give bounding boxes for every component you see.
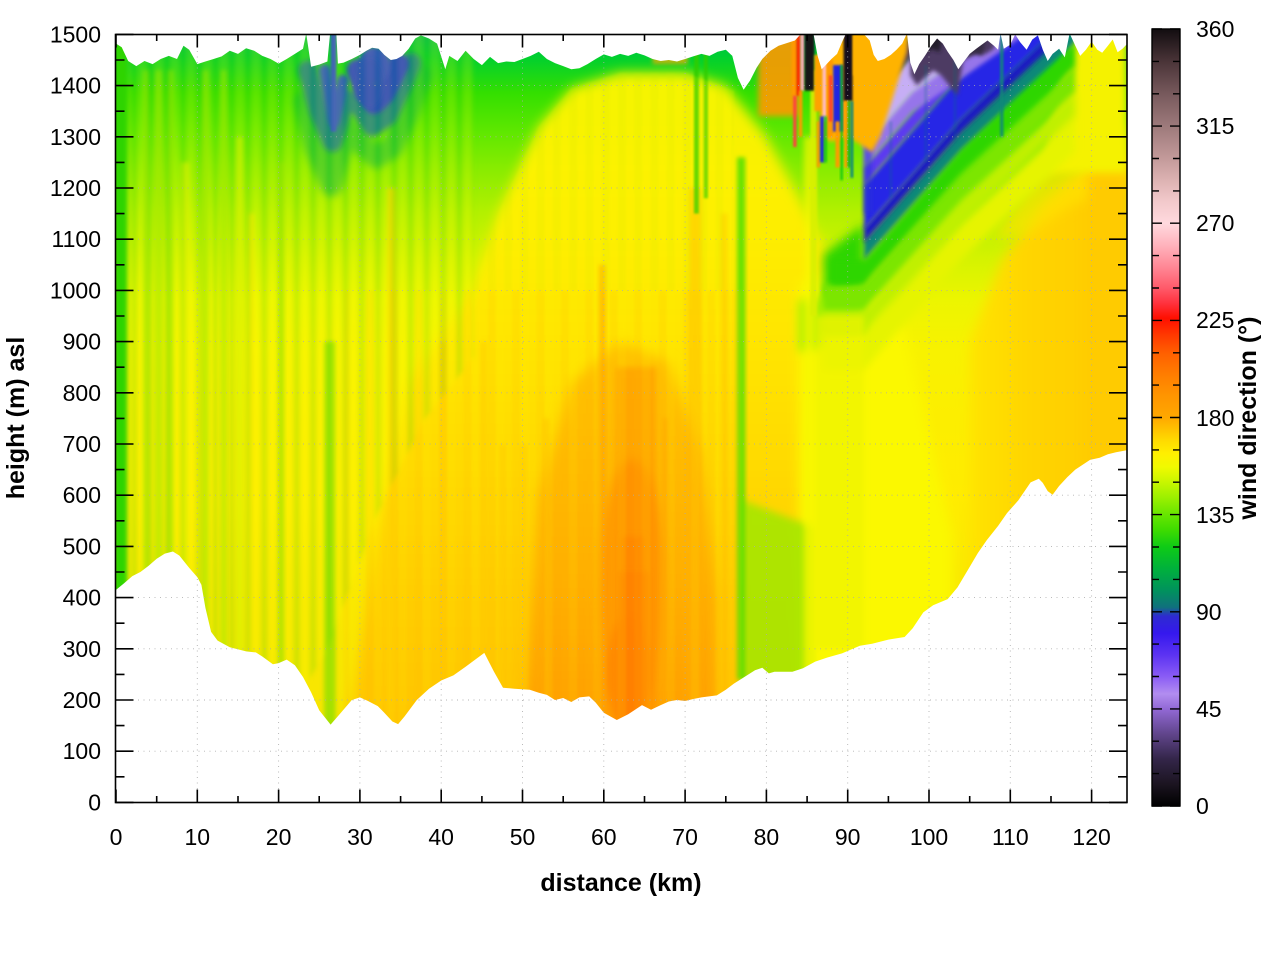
svg-text:500: 500	[63, 533, 101, 559]
svg-text:110: 110	[992, 824, 1029, 850]
svg-text:315: 315	[1196, 113, 1234, 139]
svg-text:20: 20	[266, 824, 292, 850]
svg-text:90: 90	[835, 824, 861, 850]
svg-text:120: 120	[1072, 824, 1110, 850]
svg-text:70: 70	[672, 824, 698, 850]
svg-text:100: 100	[63, 738, 101, 764]
svg-text:200: 200	[63, 687, 101, 713]
svg-text:wind direction (°): wind direction (°)	[1234, 316, 1262, 520]
svg-text:30: 30	[347, 824, 373, 850]
svg-text:300: 300	[63, 636, 101, 662]
svg-text:700: 700	[63, 431, 101, 457]
svg-text:135: 135	[1196, 502, 1234, 528]
svg-text:180: 180	[1196, 405, 1234, 431]
svg-text:90: 90	[1196, 599, 1222, 625]
svg-text:0: 0	[88, 789, 101, 815]
svg-text:360: 360	[1196, 16, 1234, 42]
svg-text:80: 80	[754, 824, 780, 850]
svg-text:0: 0	[1196, 793, 1209, 819]
svg-text:270: 270	[1196, 210, 1234, 236]
svg-text:height (m) asl: height (m) asl	[2, 337, 30, 500]
svg-text:900: 900	[63, 329, 101, 355]
svg-text:45: 45	[1196, 696, 1222, 722]
svg-text:40: 40	[428, 824, 454, 850]
svg-text:1100: 1100	[52, 226, 101, 252]
svg-text:1000: 1000	[50, 277, 101, 303]
svg-text:1400: 1400	[50, 73, 101, 99]
svg-text:1200: 1200	[50, 175, 101, 201]
svg-text:1500: 1500	[50, 21, 101, 47]
svg-text:10: 10	[185, 824, 211, 850]
svg-text:100: 100	[910, 824, 948, 850]
svg-text:distance (km): distance (km)	[540, 869, 701, 897]
svg-text:50: 50	[510, 824, 536, 850]
svg-text:600: 600	[63, 482, 101, 508]
svg-text:800: 800	[63, 380, 101, 406]
svg-text:400: 400	[63, 585, 101, 611]
svg-text:0: 0	[110, 824, 123, 850]
svg-text:225: 225	[1196, 307, 1234, 333]
svg-text:60: 60	[591, 824, 617, 850]
svg-text:1300: 1300	[50, 124, 101, 150]
